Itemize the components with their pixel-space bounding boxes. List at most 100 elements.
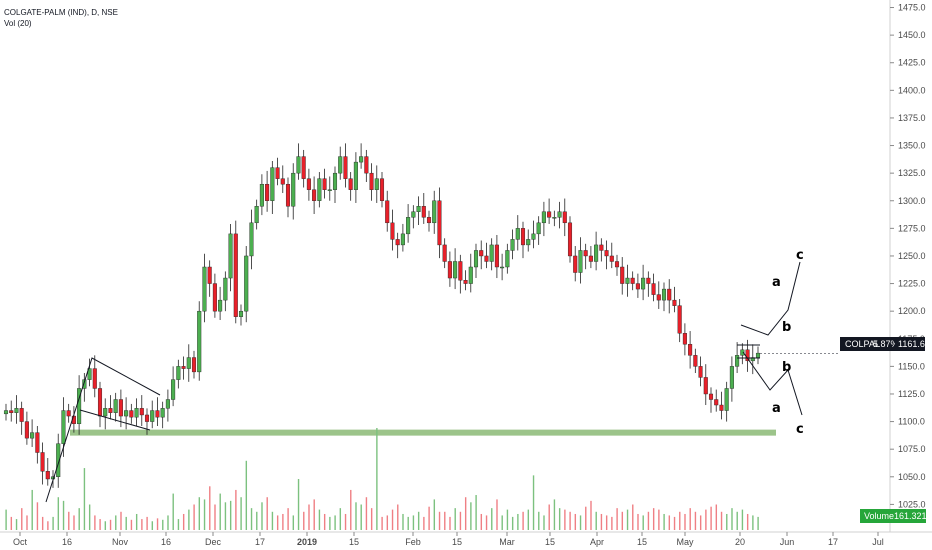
- volume-bar: [663, 513, 665, 530]
- volume-bar: [5, 509, 7, 530]
- candle-body: [703, 377, 708, 395]
- volume-bar: [261, 502, 263, 530]
- volume-bar: [386, 515, 389, 530]
- volume-bar: [569, 511, 571, 530]
- candle-body: [395, 239, 400, 246]
- candle-body: [500, 266, 505, 269]
- x-tick-label: Jun: [780, 537, 795, 547]
- volume-bar: [673, 516, 676, 530]
- volume-bar: [182, 513, 185, 530]
- volume-bar: [731, 508, 733, 530]
- volume-bar: [720, 511, 723, 530]
- y-tick-label: 1325.0: [898, 168, 926, 178]
- volume-bar: [172, 493, 174, 530]
- candle-body: [536, 222, 541, 235]
- candle-body: [171, 379, 176, 400]
- x-tick-label: 15: [452, 537, 462, 547]
- volume-bar: [276, 515, 279, 530]
- volume-bar: [632, 504, 634, 530]
- candle-body: [656, 294, 661, 301]
- candle-body: [635, 283, 640, 290]
- volume-bar: [548, 504, 550, 530]
- volume-bar: [538, 511, 540, 530]
- wave-label-upper-a: a: [772, 275, 781, 290]
- volume-bar: [339, 508, 342, 530]
- candle-body: [280, 178, 285, 185]
- volume-bar: [694, 511, 697, 530]
- candle-body: [688, 344, 693, 356]
- volume-bar: [323, 513, 326, 530]
- candle-body: [165, 399, 170, 409]
- candle-body: [150, 410, 155, 422]
- candle-body: [270, 167, 275, 201]
- candle-body: [400, 233, 405, 246]
- y-tick-label: 1400.0: [898, 85, 926, 95]
- wave-upper-projection: [740, 261, 801, 336]
- volume-bar: [214, 504, 216, 530]
- candle-body: [432, 200, 437, 224]
- volume-bar: [15, 519, 18, 530]
- volume-bar: [318, 509, 321, 530]
- wave-label-lower-a: a: [772, 401, 781, 416]
- candle-body: [416, 206, 421, 212]
- volume-bar: [224, 502, 227, 530]
- candle-body: [724, 388, 729, 411]
- volume-bar: [41, 516, 44, 530]
- candle-body: [19, 408, 24, 422]
- volume-bar: [444, 511, 446, 530]
- volume-bar: [188, 509, 190, 530]
- volume-bar: [141, 519, 143, 530]
- candle-body: [197, 310, 202, 373]
- candle-body: [385, 200, 390, 224]
- volume-bar: [109, 519, 112, 530]
- volume-bar: [21, 508, 23, 530]
- volume-bar: [271, 511, 274, 530]
- volume-bar: [558, 508, 561, 530]
- candle-body: [353, 161, 358, 190]
- volume-bar: [240, 497, 242, 530]
- candle-body: [463, 280, 468, 284]
- volume-bar: [135, 513, 138, 530]
- candle-body: [249, 222, 254, 257]
- volume-bar: [167, 515, 169, 530]
- candle-body: [510, 239, 515, 251]
- volume-bar: [402, 513, 404, 530]
- volume-bar: [350, 489, 352, 530]
- volume-bar: [527, 509, 530, 530]
- candle-body: [181, 366, 186, 369]
- candle-body: [364, 156, 369, 174]
- volume-bar: [381, 516, 383, 530]
- candle-body: [583, 250, 588, 257]
- candle-body: [682, 333, 687, 345]
- candle-body: [740, 349, 745, 356]
- volume-bar: [104, 521, 107, 530]
- volume-tag-value: 161.321K: [894, 511, 932, 521]
- volume-bar: [256, 511, 258, 530]
- volume-bar: [459, 511, 462, 530]
- volume-bar: [475, 495, 477, 530]
- volume-bar: [329, 516, 331, 530]
- candle-body: [327, 189, 332, 191]
- price-tag-change: 5.87%: [873, 339, 899, 349]
- candle-body: [599, 244, 604, 251]
- volume-bar: [585, 506, 587, 530]
- candle-body: [66, 410, 71, 417]
- volume-bar: [52, 516, 54, 530]
- candle-body: [755, 352, 761, 358]
- candle-body: [296, 156, 301, 174]
- trend-drawings: [45, 261, 803, 503]
- candle-body: [442, 244, 447, 262]
- candle-body: [259, 183, 264, 207]
- candle-body: [301, 156, 306, 179]
- volume-bar: [438, 511, 441, 530]
- volume-bar: [292, 515, 295, 530]
- candle-body: [244, 255, 249, 312]
- volume-bar: [94, 515, 96, 530]
- volume-bar: [454, 508, 456, 530]
- x-tick-label: 17: [828, 537, 838, 547]
- volume-bar: [78, 508, 80, 530]
- x-tick-label: 20: [735, 537, 745, 547]
- volume-bar: [506, 509, 509, 530]
